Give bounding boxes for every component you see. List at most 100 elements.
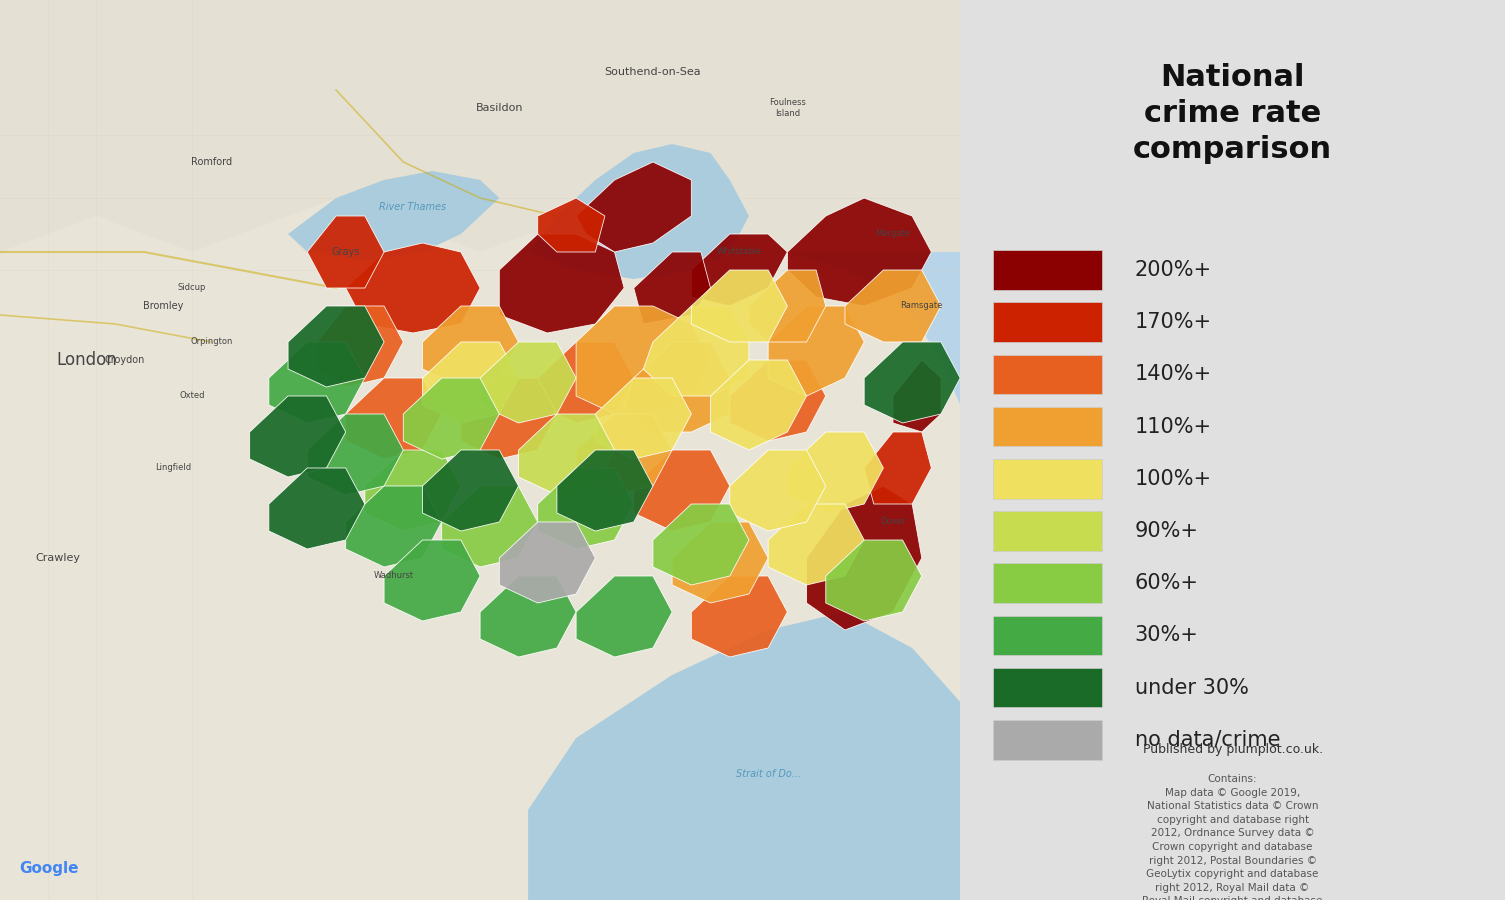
Polygon shape (480, 576, 576, 657)
Polygon shape (480, 342, 576, 423)
Polygon shape (403, 378, 500, 459)
Polygon shape (287, 171, 500, 261)
Polygon shape (461, 378, 557, 459)
Polygon shape (844, 270, 941, 342)
Bar (993, 616, 1102, 655)
Polygon shape (625, 342, 730, 432)
Text: Lingfield: Lingfield (155, 464, 191, 472)
Polygon shape (730, 450, 826, 531)
Text: Dover: Dover (880, 518, 906, 526)
Polygon shape (307, 414, 403, 495)
Text: 90%+: 90%+ (1135, 521, 1198, 541)
Text: Wadhurst: Wadhurst (373, 572, 414, 580)
Text: under 30%: under 30% (1135, 678, 1249, 698)
Polygon shape (653, 504, 749, 585)
Text: Contains:
Map data © Google 2019,
National Statistics data © Crown
copyright and: Contains: Map data © Google 2019, Nation… (1142, 774, 1323, 900)
Polygon shape (787, 198, 932, 306)
Polygon shape (807, 486, 921, 630)
Polygon shape (634, 450, 730, 531)
Polygon shape (691, 234, 787, 306)
Bar (993, 302, 1102, 342)
Text: Grays: Grays (331, 247, 360, 257)
Text: Bromley: Bromley (143, 301, 184, 311)
Polygon shape (250, 396, 346, 477)
Text: 100%+: 100%+ (1135, 469, 1212, 489)
Polygon shape (634, 252, 710, 324)
Polygon shape (364, 450, 461, 531)
Polygon shape (691, 576, 787, 657)
Polygon shape (0, 108, 960, 900)
Polygon shape (287, 306, 384, 387)
Polygon shape (892, 360, 941, 432)
Polygon shape (346, 243, 480, 333)
Text: Published by plumplot.co.uk.: Published by plumplot.co.uk. (1142, 742, 1323, 755)
Polygon shape (768, 504, 864, 585)
Text: no data/crime: no data/crime (1135, 730, 1281, 750)
Text: 170%+: 170%+ (1135, 312, 1212, 332)
Text: Strait of Do...: Strait of Do... (736, 769, 801, 779)
Polygon shape (537, 342, 634, 423)
Polygon shape (307, 216, 384, 288)
Polygon shape (528, 144, 749, 279)
Polygon shape (826, 540, 921, 621)
Polygon shape (557, 450, 653, 531)
Polygon shape (596, 378, 691, 459)
Bar (993, 355, 1102, 394)
Polygon shape (576, 162, 691, 252)
Polygon shape (643, 306, 749, 396)
Text: Ramsgate: Ramsgate (900, 302, 944, 310)
Polygon shape (423, 450, 519, 531)
Polygon shape (673, 522, 768, 603)
Text: 30%+: 30%+ (1135, 626, 1198, 645)
Polygon shape (519, 414, 614, 495)
Polygon shape (0, 0, 960, 252)
Polygon shape (500, 522, 596, 603)
Text: 200%+: 200%+ (1135, 260, 1212, 280)
Bar (993, 511, 1102, 551)
Text: Whitstable: Whitstable (716, 248, 762, 256)
Text: Crawley: Crawley (35, 553, 80, 563)
Polygon shape (528, 612, 960, 900)
Polygon shape (576, 306, 710, 414)
Polygon shape (576, 576, 673, 657)
Polygon shape (730, 360, 826, 441)
Polygon shape (537, 468, 634, 549)
Polygon shape (346, 378, 441, 459)
Polygon shape (749, 270, 826, 342)
Text: 110%+: 110%+ (1135, 417, 1212, 436)
Polygon shape (269, 468, 364, 549)
Polygon shape (269, 342, 364, 423)
Text: Oxted: Oxted (179, 392, 205, 400)
Text: River Thames: River Thames (379, 202, 447, 212)
Text: Romford: Romford (191, 157, 232, 167)
Bar (993, 668, 1102, 707)
Polygon shape (710, 360, 807, 450)
Text: Croydon: Croydon (105, 355, 144, 365)
Polygon shape (576, 414, 673, 495)
Text: Sidcup: Sidcup (178, 284, 206, 292)
Text: Orpington: Orpington (190, 338, 232, 346)
Bar (993, 250, 1102, 290)
Polygon shape (864, 432, 932, 504)
Text: National
crime rate
comparison: National crime rate comparison (1133, 63, 1332, 164)
Polygon shape (691, 270, 787, 342)
Polygon shape (500, 234, 625, 333)
Polygon shape (441, 486, 537, 567)
Polygon shape (423, 342, 519, 423)
Polygon shape (384, 540, 480, 621)
Polygon shape (864, 342, 960, 423)
Text: Margate: Margate (876, 230, 911, 238)
Text: Basildon: Basildon (476, 103, 524, 113)
Polygon shape (318, 306, 403, 387)
Polygon shape (768, 306, 864, 396)
Bar (993, 563, 1102, 603)
Polygon shape (423, 306, 519, 387)
Text: 60%+: 60%+ (1135, 573, 1198, 593)
Polygon shape (346, 486, 441, 567)
Polygon shape (787, 432, 883, 513)
Text: Foulness
Island: Foulness Island (769, 98, 805, 118)
Bar (993, 407, 1102, 446)
Text: 140%+: 140%+ (1135, 364, 1212, 384)
Text: London: London (56, 351, 117, 369)
Bar (993, 720, 1102, 760)
